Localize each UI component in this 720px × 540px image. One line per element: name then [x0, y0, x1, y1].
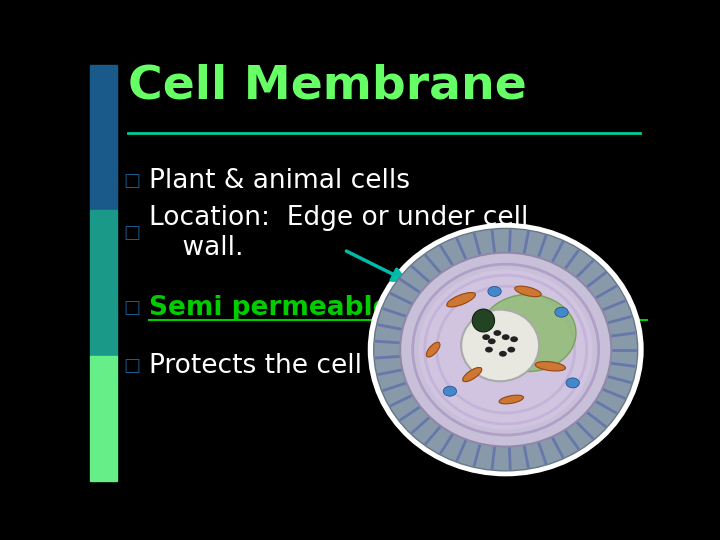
Ellipse shape: [535, 361, 565, 371]
Ellipse shape: [472, 309, 495, 332]
Circle shape: [566, 378, 580, 388]
Text: □: □: [123, 172, 140, 190]
Ellipse shape: [400, 253, 611, 447]
Text: □: □: [123, 357, 140, 375]
Circle shape: [510, 336, 518, 342]
Ellipse shape: [499, 395, 523, 404]
Ellipse shape: [480, 294, 576, 372]
Bar: [90, 211, 117, 356]
Circle shape: [493, 330, 501, 336]
Circle shape: [508, 347, 516, 353]
Bar: [90, 356, 117, 481]
Ellipse shape: [426, 342, 440, 357]
Ellipse shape: [419, 270, 593, 429]
Text: Location:  Edge or under cell
    wall.: Location: Edge or under cell wall.: [148, 205, 528, 261]
Text: Semi permeable: Semi permeable: [148, 295, 390, 321]
Circle shape: [444, 386, 456, 396]
Text: □: □: [123, 224, 140, 242]
Ellipse shape: [461, 309, 539, 381]
Circle shape: [482, 334, 490, 340]
Ellipse shape: [515, 286, 541, 296]
Text: Cell Membrane: Cell Membrane: [128, 64, 527, 109]
Circle shape: [555, 307, 568, 317]
Circle shape: [502, 334, 510, 340]
Circle shape: [488, 286, 501, 296]
Circle shape: [499, 351, 507, 357]
Bar: [90, 65, 117, 210]
Text: □: □: [123, 299, 140, 317]
Text: Protects the cell: Protects the cell: [148, 353, 361, 379]
Ellipse shape: [446, 293, 475, 307]
Circle shape: [485, 347, 493, 353]
Text: Plant & animal cells: Plant & animal cells: [148, 168, 410, 194]
Ellipse shape: [463, 367, 482, 382]
Circle shape: [488, 339, 495, 344]
Ellipse shape: [368, 223, 644, 476]
Ellipse shape: [374, 228, 638, 471]
